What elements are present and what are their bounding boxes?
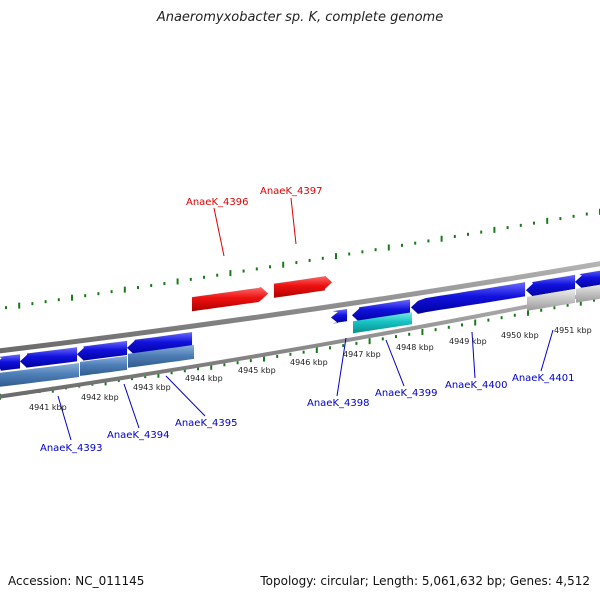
genome-backbone bbox=[0, 261, 600, 399]
gene-features bbox=[0, 270, 600, 387]
gene-anaek-4393 bbox=[0, 354, 21, 372]
feature-cyan-1 bbox=[353, 312, 412, 334]
kbp-label-4949: 4949 kbp bbox=[449, 337, 487, 346]
leader-anaek-4396 bbox=[213, 207, 225, 257]
kbp-label-4951: 4951 kbp bbox=[554, 326, 592, 335]
backbone-upper-line bbox=[0, 261, 600, 354]
kbp-label-4942: 4942 kbp bbox=[81, 393, 119, 402]
genome-summary-text: Topology: circular; Length: 5,061,632 bp… bbox=[260, 574, 590, 588]
kbp-label-4947: 4947 kbp bbox=[343, 350, 381, 359]
label-leader-lines bbox=[57, 197, 554, 441]
gene-label-anaek-4398: AnaeK_4398 bbox=[307, 398, 369, 409]
kbp-label-4946: 4946 kbp bbox=[290, 358, 328, 367]
leader-anaek-4397 bbox=[290, 197, 297, 245]
gene-anaek-4400 bbox=[410, 281, 526, 315]
leader-anaek-4399 bbox=[385, 339, 405, 387]
leader-anaek-4400 bbox=[471, 331, 476, 379]
gene-label-anaek-4401: AnaeK_4401 bbox=[512, 373, 574, 384]
feature-steel-2 bbox=[80, 355, 127, 376]
kbp-label-4943: 4943 kbp bbox=[133, 383, 171, 392]
feature-steel-3 bbox=[128, 344, 194, 368]
gene-anaek-4397 bbox=[273, 275, 333, 298]
kbp-label-4948: 4948 kbp bbox=[396, 343, 434, 352]
leader-anaek-4401 bbox=[540, 329, 554, 372]
gene-label-anaek-4394: AnaeK_4394 bbox=[107, 430, 169, 441]
kbp-label-4950: 4950 kbp bbox=[501, 331, 539, 340]
gene-label-anaek-4399: AnaeK_4399 bbox=[375, 388, 437, 399]
leader-anaek-4394 bbox=[123, 383, 140, 429]
upper-scale-ticks bbox=[5, 208, 600, 310]
map-title: Anaeromyxobacter sp. K, complete genome bbox=[156, 10, 444, 25]
backbone-lower-line bbox=[0, 289, 600, 399]
gene-label-anaek-4397: AnaeK_4397 bbox=[260, 186, 322, 197]
kbp-label-4945: 4945 kbp bbox=[238, 366, 276, 375]
leader-anaek-4398 bbox=[336, 337, 347, 397]
kbp-label-4944: 4944 kbp bbox=[185, 374, 223, 383]
gene-label-anaek-4400: AnaeK_4400 bbox=[445, 380, 507, 391]
feature-grey-2 bbox=[576, 284, 600, 303]
gene-label-anaek-4393: AnaeK_4393 bbox=[40, 443, 102, 454]
accession-text: Accession: NC_011145 bbox=[8, 574, 145, 588]
feature-steel-1 bbox=[0, 363, 79, 387]
gene-label-anaek-4396: AnaeK_4396 bbox=[186, 197, 248, 208]
kbp-label-4941: 4941 kbp bbox=[29, 403, 67, 412]
gene-anaek-4398 bbox=[330, 308, 348, 324]
gene-label-anaek-4395: AnaeK_4395 bbox=[175, 418, 237, 429]
leader-anaek-4395 bbox=[165, 375, 206, 417]
feature-grey-1 bbox=[527, 288, 575, 311]
leader-anaek-4393 bbox=[57, 395, 72, 441]
gene-anaek-4396 bbox=[191, 286, 269, 312]
